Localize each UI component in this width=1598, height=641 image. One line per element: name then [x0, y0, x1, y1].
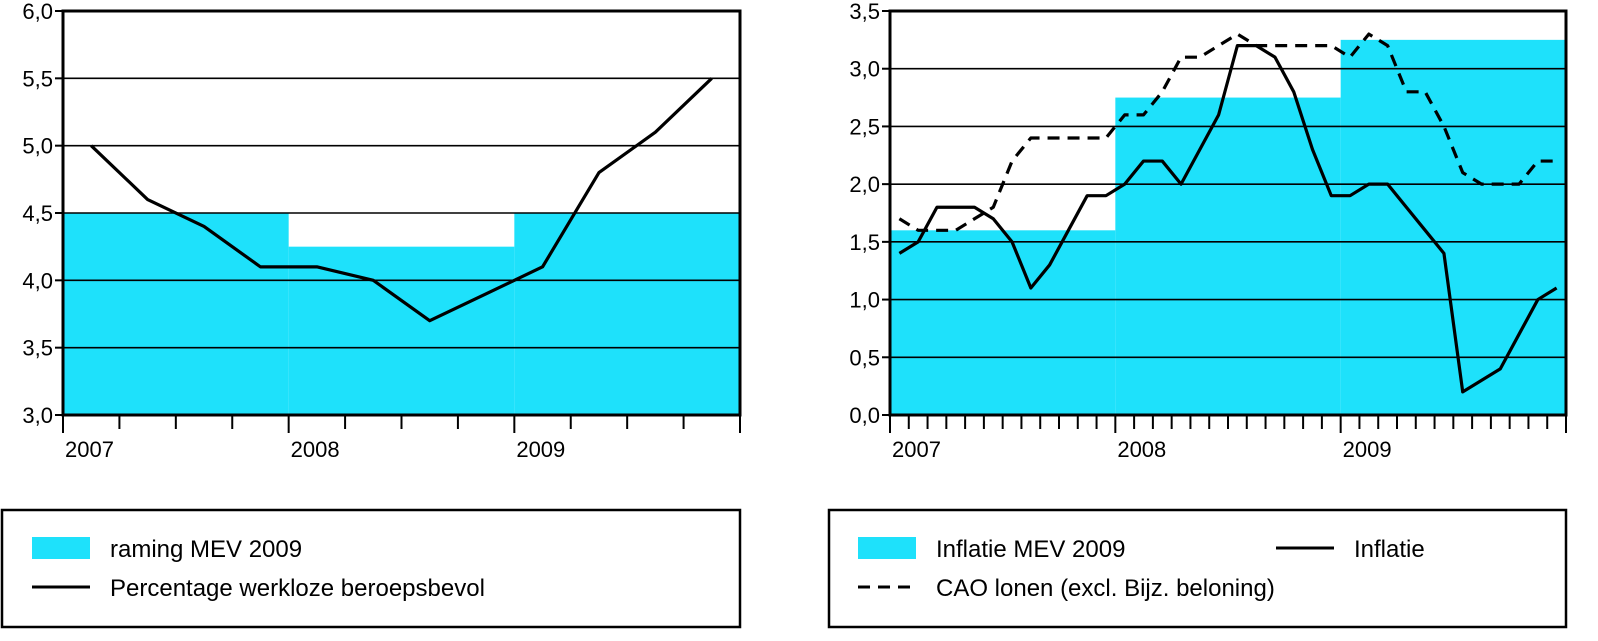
- y-tick-label: 1,5: [849, 230, 880, 255]
- legend: raming MEV 2009 Percentage werkloze beroe…: [0, 508, 742, 629]
- legend-label: raming MEV 2009: [110, 536, 302, 563]
- y-tick-label: 6,0: [22, 0, 53, 24]
- x-tick-label: 2008: [1117, 437, 1166, 462]
- band-segment: [1340, 39, 1566, 415]
- y-tick-label: 2,5: [849, 114, 880, 139]
- y-tick-label: 1,0: [849, 288, 880, 313]
- legend-label: Percentage werkloze beroepsbevol: [110, 575, 485, 602]
- y-tick-label: 0,0: [849, 403, 880, 428]
- legend-label: CAO lonen (excl. Bijz. beloning): [936, 575, 1275, 602]
- y-tick-label: 4,0: [22, 268, 53, 293]
- legend-frame: [0, 508, 742, 629]
- legend-swatch-band: [858, 537, 916, 559]
- x-tick-label: 2009: [516, 437, 565, 462]
- y-tick-label: 4,5: [22, 201, 53, 226]
- x-tick-label: 2009: [1343, 437, 1392, 462]
- legend-label: Inflatie: [1354, 536, 1425, 563]
- band-segment: [63, 213, 289, 415]
- band-segment: [890, 230, 1116, 415]
- x-tick-label: 2007: [65, 437, 114, 462]
- x-tick-label: 2008: [291, 437, 340, 462]
- y-tick-label: 3,5: [849, 0, 880, 24]
- x-tick-label: 2007: [892, 437, 941, 462]
- series-line: [898, 44, 1558, 394]
- y-tick-label: 5,0: [22, 134, 53, 159]
- series-line-dashed: [898, 32, 1557, 232]
- y-tick-label: 3,0: [22, 403, 53, 428]
- chart-2: 0,0 0,5 1,0 1,5 2,0 2,5 3,0 3,5 2007 2008 2009 Infl…: [827, 0, 1568, 629]
- y-tick-label: 3,5: [22, 336, 53, 361]
- chart-1: 3,0 3,5 4,0 4,5 5,0 5,5 6,0 2007 2008 2009 raming …: [0, 0, 742, 629]
- band-segment: [514, 213, 740, 415]
- legend-frame: [827, 508, 1568, 629]
- legend-swatch-band: [32, 537, 90, 559]
- y-tick-label: 2,0: [849, 172, 880, 197]
- legend: Inflatie MEV 2009 Inflatie CAO lonen (excl…: [827, 508, 1568, 629]
- y-tick-label: 5,5: [22, 66, 53, 91]
- y-tick-label: 0,5: [849, 345, 880, 370]
- series-line: [90, 77, 713, 323]
- y-tick-label: 3,0: [849, 57, 880, 82]
- band-segment: [288, 246, 515, 415]
- legend-label: Inflatie MEV 2009: [936, 536, 1125, 563]
- band-segment: [1115, 97, 1341, 416]
